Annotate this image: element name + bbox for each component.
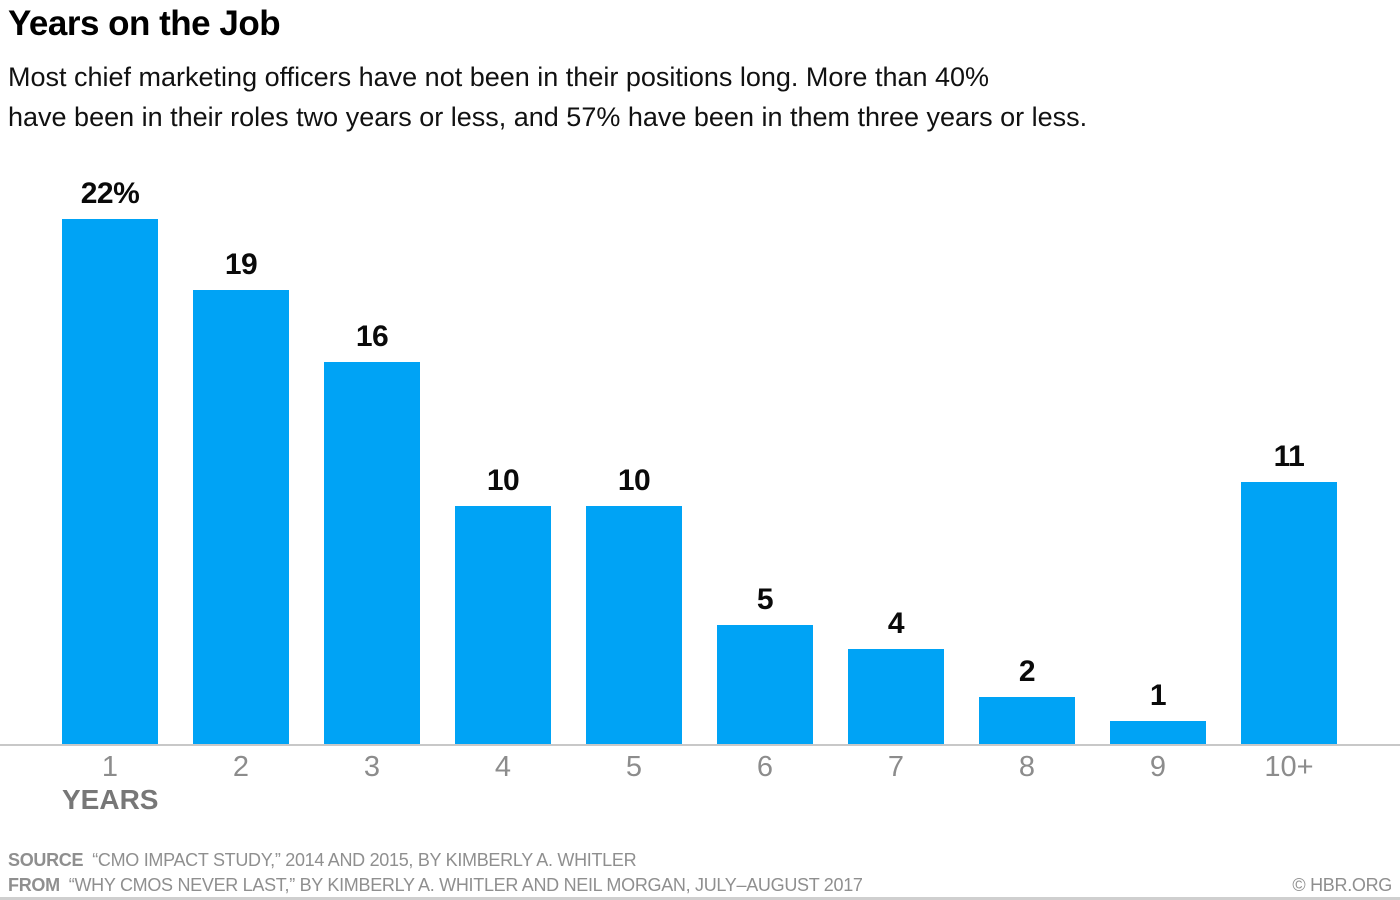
footer-source-line: SOURCE “CMO IMPACT STUDY,” 2014 AND 2015,… <box>8 850 637 870</box>
bar-column: 5 <box>717 585 813 745</box>
bar-value-label: 10 <box>617 464 651 497</box>
bar <box>455 506 551 745</box>
x-tick-label: 8 <box>1018 751 1036 783</box>
bar-column: 19 <box>193 250 289 745</box>
footer-from-line: FROM “WHY CMOS NEVER LAST,” BY KIMBERLY A… <box>8 876 863 894</box>
chart-title: Years on the Job <box>8 4 281 43</box>
bar-value-label: 4 <box>887 607 905 640</box>
x-axis-label: YEARS <box>62 784 159 815</box>
bar <box>1110 721 1206 745</box>
bar-column: 1 <box>1110 681 1206 745</box>
x-tick-label: 1 <box>101 751 119 783</box>
x-tick-label: 6 <box>756 751 774 783</box>
x-tick-label: 4 <box>494 751 512 783</box>
bar <box>979 697 1075 745</box>
bar-column: 10 <box>455 466 551 745</box>
bars-area: 22% 19 16 10 10 5 4 2 1 11 <box>62 179 1337 745</box>
bar-value-label: 19 <box>224 248 258 281</box>
bar-value-label: 22% <box>80 177 140 210</box>
bar-value-label: 2 <box>1018 655 1036 688</box>
chart-subtitle: Most chief marketing officers have not b… <box>8 57 1087 137</box>
footer-copyright: © HBR.ORG <box>1292 875 1392 895</box>
bar <box>586 506 682 745</box>
chart-subtitle-line-1: Most chief marketing officers have not b… <box>8 62 990 92</box>
bar-column: 16 <box>324 322 420 745</box>
bar <box>62 219 158 745</box>
footer-from-text: “WHY CMOS NEVER LAST,” BY KIMBERLY A. WH… <box>68 875 863 895</box>
x-tick-label: 2 <box>232 751 250 783</box>
x-tick-label: 10+ <box>1264 751 1314 783</box>
bar <box>1241 482 1337 745</box>
bar-column: 4 <box>848 609 944 745</box>
bar <box>193 290 289 745</box>
bar <box>848 649 944 745</box>
x-axis-line <box>0 744 1400 746</box>
bar <box>717 625 813 745</box>
x-axis-ticks: 1 2 3 4 5 6 7 8 9 10+ <box>62 753 1337 782</box>
bar-column: 22% <box>62 179 158 745</box>
bar-column: 11 <box>1241 442 1337 745</box>
bar-value-label: 10 <box>486 464 520 497</box>
x-tick-label: 5 <box>625 751 643 783</box>
footer-from-label: FROM <box>8 875 60 895</box>
bar <box>324 362 420 745</box>
bar-column: 2 <box>979 657 1075 745</box>
footer-source-label: SOURCE <box>8 850 84 870</box>
chart-subtitle-line-2: have been in their roles two years or le… <box>8 102 1088 132</box>
bar-column: 10 <box>586 466 682 745</box>
bar-value-label: 1 <box>1149 679 1167 712</box>
x-tick-label: 7 <box>887 751 905 783</box>
footer-source-text: “CMO IMPACT STUDY,” 2014 AND 2015, BY KI… <box>92 850 637 870</box>
bottom-border <box>0 897 1400 900</box>
x-tick-label: 3 <box>363 751 381 783</box>
bar-value-label: 11 <box>1273 440 1305 473</box>
bar-value-label: 5 <box>756 583 774 616</box>
x-tick-label: 9 <box>1149 751 1167 783</box>
bar-value-label: 16 <box>355 320 389 353</box>
